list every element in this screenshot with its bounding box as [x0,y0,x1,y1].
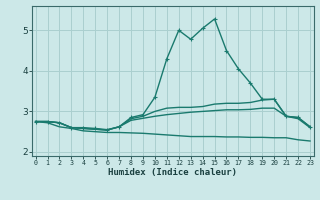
X-axis label: Humidex (Indice chaleur): Humidex (Indice chaleur) [108,168,237,177]
